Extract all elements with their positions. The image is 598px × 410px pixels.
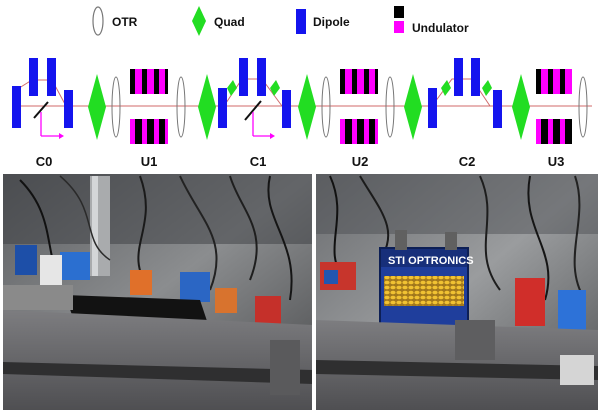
photo-right: STI OPTRONICS [316, 174, 598, 410]
screen-mirror-icon [33, 101, 49, 119]
quad-icon [198, 74, 216, 140]
dipole-icon [296, 9, 306, 34]
section-label-u1: U1 [141, 154, 158, 169]
dipole-icon [493, 90, 502, 128]
equipment-box [40, 255, 62, 285]
dipole-icon [239, 58, 248, 96]
undulator-u1 [130, 69, 168, 144]
undulator-icon [394, 6, 404, 33]
legend: OTR Quad Dipole Undulator [92, 6, 469, 36]
otr-icon [176, 76, 186, 138]
dipole-icon [47, 58, 56, 96]
magnet-block [215, 288, 237, 313]
undulator-magnet-array [384, 276, 464, 306]
quad-icon [404, 74, 422, 140]
magnet-block [130, 270, 152, 295]
magnet-block [15, 245, 37, 275]
otr-icon [578, 76, 588, 138]
chicane-c0-path [15, 79, 67, 107]
quad-icon [512, 74, 530, 140]
dipole-icon [64, 90, 73, 128]
legend-undulator-label: Undulator [412, 21, 469, 35]
undulator-u3 [536, 69, 572, 144]
otr-icon [92, 6, 104, 36]
otr-icon [385, 76, 395, 138]
screen-mirror-icon [244, 100, 262, 121]
photo-left [3, 174, 313, 410]
screen-arrow-icon [40, 112, 64, 139]
photo-divider [312, 172, 316, 410]
legend-dipole-label: Dipole [313, 15, 350, 29]
quad-icon [441, 80, 451, 96]
dipole-icon [12, 86, 21, 128]
dipole-icon [454, 58, 463, 96]
section-labels: C0 U1 C1 U2 C2 U3 [36, 154, 565, 169]
section-label-u2: U2 [352, 154, 369, 169]
undulator-u2 [340, 69, 378, 144]
quad-icon [192, 6, 206, 36]
magnet-block [515, 278, 545, 326]
legend-quad-label: Quad [214, 15, 245, 29]
quad-icon [88, 74, 106, 140]
dipole-icon [29, 58, 38, 96]
otr-icon [111, 76, 121, 138]
otr-icon [321, 76, 331, 138]
section-label-c1: C1 [250, 154, 267, 169]
quad-icon [482, 80, 492, 96]
dipole-icon [218, 88, 227, 128]
screen-arrow-icon [252, 112, 275, 139]
sti-optronics-sign: STI OPTRONICS [388, 255, 474, 267]
quad-icon [227, 80, 237, 96]
beamline-schematic [12, 58, 592, 144]
magnet-block [180, 272, 210, 302]
section-label-u3: U3 [548, 154, 565, 169]
dipole-icon [257, 58, 266, 96]
quad-icon [298, 74, 316, 140]
dipole-icon [282, 90, 291, 128]
section-label-c2: C2 [459, 154, 476, 169]
magnet-block [60, 252, 90, 280]
legend-otr-label: OTR [112, 15, 138, 29]
section-label-c0: C0 [36, 154, 53, 169]
quad-icon [270, 80, 280, 96]
dipole-icon [428, 88, 437, 128]
magnet-block [558, 290, 586, 330]
dipole-icon [471, 58, 480, 96]
